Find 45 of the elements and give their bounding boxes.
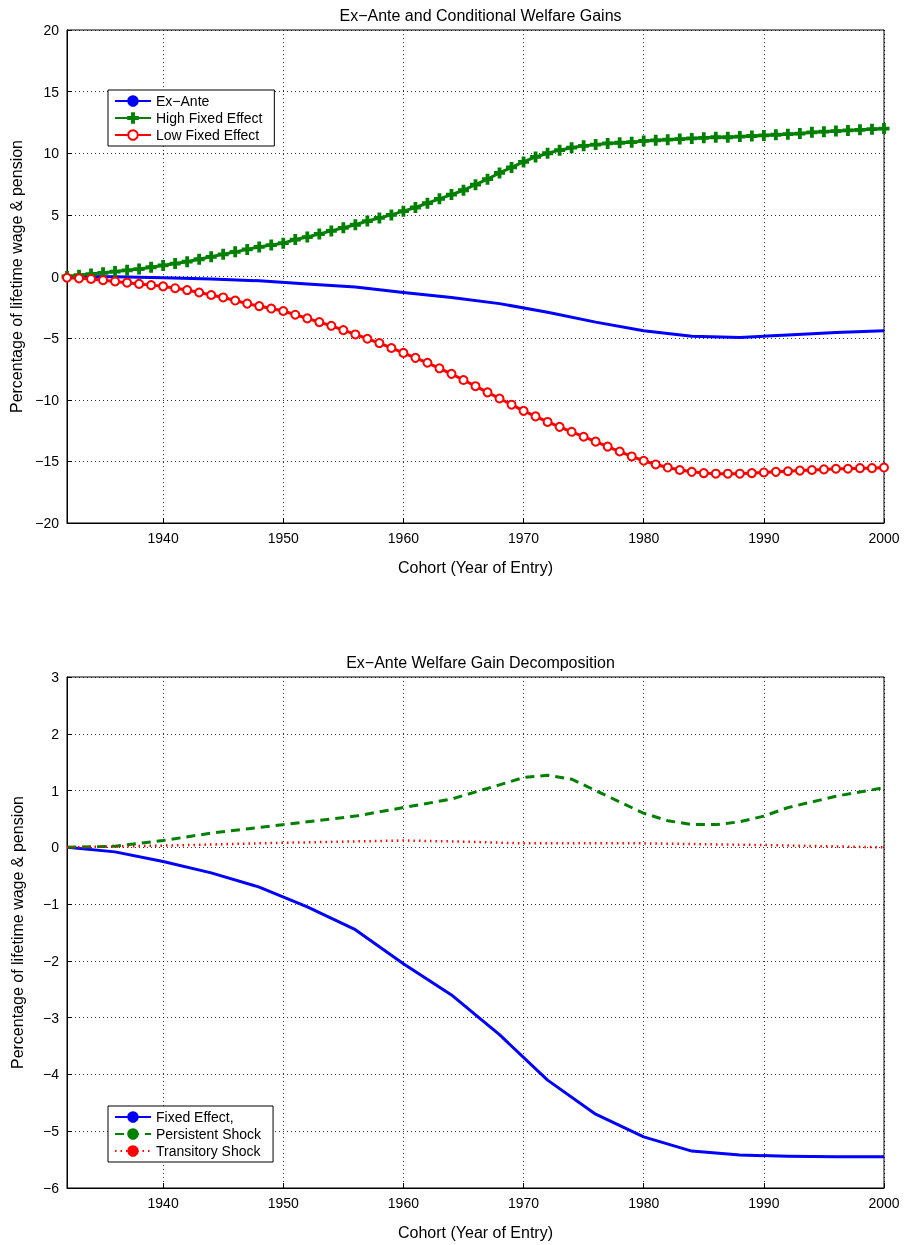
y-tick-label: −4 (43, 1066, 60, 1083)
y-tick-label: −15 (35, 453, 60, 470)
y-tick-label: 0 (51, 839, 60, 856)
y-tick-label: −2 (43, 952, 60, 969)
chart-title: Ex−Ante and Conditional Welfare Gains (339, 6, 622, 24)
x-tick-label: 1960 (387, 530, 420, 546)
x-tick-label: 1990 (748, 530, 780, 546)
legend-label: Low Fixed Effect (156, 127, 260, 143)
legend-label: Fixed Effect, (156, 1109, 234, 1125)
x-tick-label: 1970 (507, 530, 540, 546)
y-tick-label: 2 (51, 725, 60, 742)
legend-label: High Fixed Effect (156, 110, 263, 126)
x-tick-label: 1940 (147, 530, 179, 546)
x-tick-label: 1950 (267, 530, 300, 546)
y-tick-label: 0 (51, 268, 60, 285)
y-axis-title: Percentage of lifetime wage & pension (8, 795, 26, 1070)
y-tick-label: −5 (43, 330, 60, 347)
y-tick-label: −5 (43, 1123, 60, 1140)
x-tick-label: 2000 (868, 1195, 900, 1211)
legend-label: Persistent Shock (156, 1126, 263, 1142)
y-tick-label: 3 (51, 669, 60, 685)
y-tick-label: 5 (51, 206, 60, 223)
y-tick-label: 20 (43, 22, 60, 38)
x-tick-label: 1940 (147, 1195, 179, 1211)
x-axis-title: Cohort (Year of Entry) (397, 1223, 554, 1241)
y-tick-label: 1 (51, 782, 60, 799)
x-tick-label: 1990 (748, 1195, 780, 1211)
x-tick-label: 1970 (507, 1195, 540, 1211)
x-tick-label: 1960 (387, 1195, 420, 1211)
y-tick-label: −1 (43, 896, 60, 913)
y-axis-title: Percentage of lifetime wage & pension (7, 139, 25, 414)
x-tick-label: 2000 (868, 530, 900, 546)
legend-label: Ex−Ante (156, 93, 210, 109)
y-tick-label: 15 (43, 83, 60, 100)
x-axis-title: Cohort (Year of Entry) (397, 558, 554, 576)
y-tick-label: −6 (43, 1180, 60, 1196)
chart-title: Ex−Ante Welfare Gain Decomposition (346, 653, 615, 671)
legend-label: Transitory Shock (156, 1143, 262, 1159)
x-tick-label: 1950 (267, 1195, 300, 1211)
y-tick-label: −10 (35, 391, 60, 408)
y-tick-label: −3 (43, 1009, 60, 1026)
x-tick-label: 1980 (628, 530, 660, 546)
y-tick-label: 10 (43, 145, 60, 162)
x-tick-label: 1980 (628, 1195, 660, 1211)
y-tick-label: −20 (35, 515, 60, 531)
